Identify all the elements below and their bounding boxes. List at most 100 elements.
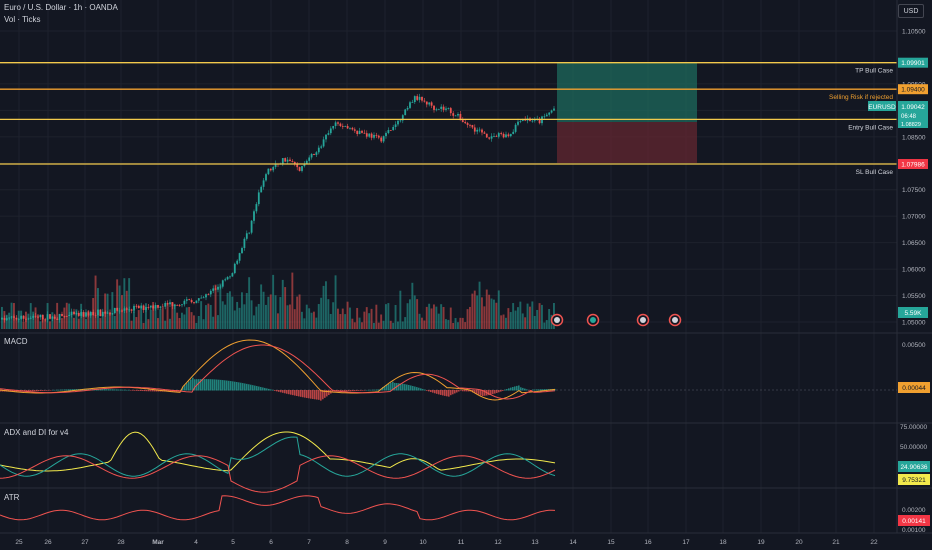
macd-histogram-bar bbox=[60, 389, 62, 391]
candle-body bbox=[99, 309, 102, 317]
macd-histogram-bar bbox=[98, 388, 100, 391]
volume-bar bbox=[236, 301, 239, 329]
candle-body bbox=[272, 167, 275, 171]
event-icon[interactable] bbox=[550, 313, 564, 327]
volume-bar bbox=[524, 317, 527, 329]
macd-histogram-bar bbox=[150, 390, 152, 392]
volume-bar bbox=[298, 294, 301, 329]
volume-legend[interactable]: Vol · Ticks bbox=[4, 15, 41, 24]
candle-body bbox=[154, 304, 157, 309]
volume-bar bbox=[469, 306, 471, 329]
volume-bar bbox=[507, 308, 510, 329]
macd-pane[interactable] bbox=[0, 339, 897, 401]
macd-histogram-bar bbox=[350, 390, 352, 392]
volume-histogram bbox=[1, 272, 555, 329]
macd-histogram-bar bbox=[464, 390, 466, 392]
price-axis[interactable]: 1.105001.095001.090001.085001.080001.075… bbox=[902, 29, 926, 327]
macd-histogram-bar bbox=[376, 389, 378, 391]
volume-bar bbox=[20, 310, 23, 329]
macd-histogram-bar bbox=[388, 383, 390, 391]
macd-histogram-bar bbox=[248, 384, 250, 391]
macd-histogram-bar bbox=[170, 390, 172, 392]
volume-bar bbox=[34, 307, 37, 329]
macd-histogram-bar bbox=[456, 390, 458, 393]
candle-body bbox=[75, 312, 78, 315]
candle-body bbox=[176, 304, 179, 306]
candle-body bbox=[358, 130, 361, 135]
volume-bar bbox=[99, 318, 102, 329]
macd-histogram-bar bbox=[504, 389, 506, 391]
long-position-profit-zone[interactable] bbox=[557, 62, 697, 122]
macd-histogram-bar bbox=[538, 389, 540, 391]
volume-bar bbox=[433, 304, 435, 329]
candle-body bbox=[274, 163, 277, 168]
horizontal-levels[interactable]: TP Bull Case Selling Risk if rejected Entr… bbox=[0, 62, 897, 176]
macd-histogram-bar bbox=[400, 383, 402, 391]
macd-histogram-bar bbox=[106, 389, 108, 391]
macd-histogram-bar bbox=[112, 389, 114, 391]
macd-histogram-bar bbox=[244, 383, 246, 391]
event-icon[interactable] bbox=[586, 313, 600, 327]
macd-histogram-bar bbox=[222, 380, 224, 391]
volume-bar bbox=[358, 317, 361, 329]
macd-histogram-bar bbox=[510, 387, 512, 391]
macd-histogram-bar bbox=[296, 390, 298, 397]
candle-body bbox=[149, 305, 152, 308]
candle-body bbox=[334, 122, 337, 127]
macd-histogram-bar bbox=[154, 390, 156, 392]
candle-body bbox=[370, 133, 373, 138]
macd-histogram-bar bbox=[416, 387, 418, 391]
volume-bar bbox=[411, 282, 414, 329]
macd-histogram-bar bbox=[484, 390, 486, 396]
candle-body bbox=[41, 314, 44, 320]
macd-histogram-bar bbox=[536, 389, 538, 391]
atr-legend[interactable]: ATR bbox=[4, 493, 20, 502]
atr-pane[interactable] bbox=[0, 495, 556, 521]
volume-bar bbox=[296, 296, 299, 329]
event-icon[interactable] bbox=[668, 313, 682, 327]
macd-histogram-bar bbox=[46, 390, 48, 391]
candle-body bbox=[123, 308, 126, 311]
di-minus-line bbox=[0, 455, 556, 493]
macd-histogram-bar bbox=[490, 390, 492, 395]
volume-bar bbox=[409, 299, 411, 329]
macd-histogram-bar bbox=[454, 390, 456, 394]
volume-bar bbox=[437, 313, 440, 329]
volume-bar bbox=[514, 310, 517, 329]
macd-histogram-bar bbox=[182, 387, 184, 391]
macd-histogram-bar bbox=[466, 390, 468, 392]
macd-legend[interactable]: MACD bbox=[4, 337, 28, 346]
volume-bar bbox=[346, 301, 349, 329]
candle-body bbox=[152, 305, 155, 309]
volume-bar bbox=[245, 293, 248, 329]
volume-bar bbox=[334, 275, 337, 329]
volume-bar bbox=[509, 312, 512, 329]
candle-body bbox=[411, 102, 414, 103]
volume-bar bbox=[27, 313, 30, 329]
volume-bar bbox=[447, 319, 450, 329]
candle-body bbox=[61, 313, 63, 316]
currency-button[interactable]: USD bbox=[898, 4, 924, 18]
time-axis[interactable]: 25 26 27 28 Mar 4 5 6 7 8 9 10 11 12 13 14 15 16 17 18 19 20 2… bbox=[15, 539, 878, 546]
volume-bar bbox=[461, 317, 464, 329]
event-markers[interactable] bbox=[550, 313, 682, 327]
volume-bar bbox=[284, 287, 287, 329]
volume-bar bbox=[269, 294, 272, 329]
candle-body bbox=[305, 160, 308, 164]
volume-bar bbox=[373, 322, 375, 329]
level-price-tag-text: 1.09901 bbox=[901, 60, 925, 67]
candle-body bbox=[238, 253, 241, 261]
time-tick-label: 9 bbox=[383, 539, 387, 546]
candle-body bbox=[17, 318, 20, 320]
symbol-title[interactable]: Euro / U.S. Dollar · 1h · OANDA bbox=[4, 3, 118, 12]
volume-bar bbox=[205, 305, 207, 329]
adx-pane[interactable] bbox=[0, 431, 556, 493]
event-icon[interactable] bbox=[636, 313, 650, 327]
long-position-loss-zone[interactable] bbox=[557, 122, 697, 163]
volume-bar bbox=[421, 317, 423, 329]
svg-text:0.00141: 0.00141 bbox=[902, 518, 926, 525]
macd-histogram-bar bbox=[204, 379, 206, 391]
adx-legend[interactable]: ADX and DI for v4 bbox=[4, 428, 69, 437]
macd-histogram-bar bbox=[236, 382, 238, 391]
